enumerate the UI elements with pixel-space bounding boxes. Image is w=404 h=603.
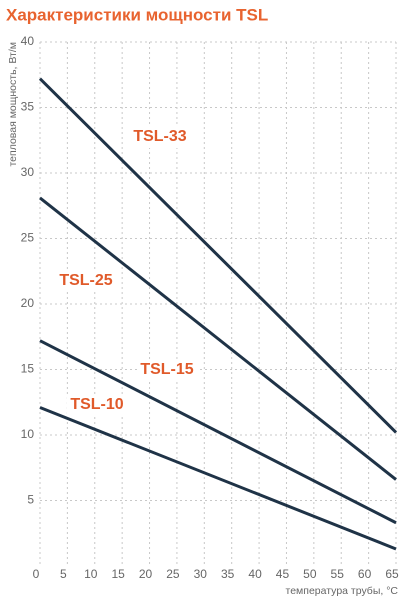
- x-axis-label: температура трубы, °C: [286, 585, 399, 597]
- x-tick-label: 10: [84, 567, 98, 581]
- x-tick-label: 30: [194, 567, 208, 581]
- y-tick-label: 25: [21, 231, 35, 245]
- series-label: TSL-15: [140, 361, 193, 378]
- y-axis-label: тепловая мощность, Вт/м: [7, 42, 19, 167]
- y-tick-label: 35: [21, 100, 35, 114]
- y-tick-label: 15: [21, 362, 35, 376]
- y-tick-label: 20: [21, 296, 35, 310]
- y-tick-label: 10: [21, 427, 35, 441]
- x-tick-label: 25: [166, 567, 180, 581]
- y-tick-label: 5: [27, 493, 34, 507]
- series-line: [39, 196, 397, 481]
- x-tick-label: 50: [303, 567, 317, 581]
- x-tick-label: 40: [248, 567, 262, 581]
- series-line: [39, 406, 397, 551]
- label-background: [56, 270, 116, 292]
- y-tick-label: 40: [21, 34, 35, 48]
- x-tick-label: 55: [331, 567, 345, 581]
- x-tick-label: 60: [358, 567, 372, 581]
- series-label: TSL-25: [59, 272, 112, 289]
- chart-title: Характеристики мощности TSL: [6, 5, 268, 24]
- y-tick-label: 30: [21, 165, 35, 179]
- x-tick-label: 35: [221, 567, 235, 581]
- series-label: TSL-33: [133, 128, 186, 145]
- x-tick-label: 20: [139, 567, 153, 581]
- series-line: [39, 339, 397, 525]
- x-tick-label: 65: [385, 567, 399, 581]
- label-background: [67, 394, 127, 416]
- label-background: [137, 359, 197, 381]
- x-tick-label: 15: [111, 567, 125, 581]
- x-tick-label: 0: [33, 567, 40, 581]
- x-tick-label: 45: [276, 567, 290, 581]
- label-background: [130, 126, 190, 148]
- series-line: [38, 77, 398, 434]
- x-tick-label: 5: [60, 567, 67, 581]
- series-label: TSL-10: [70, 396, 123, 413]
